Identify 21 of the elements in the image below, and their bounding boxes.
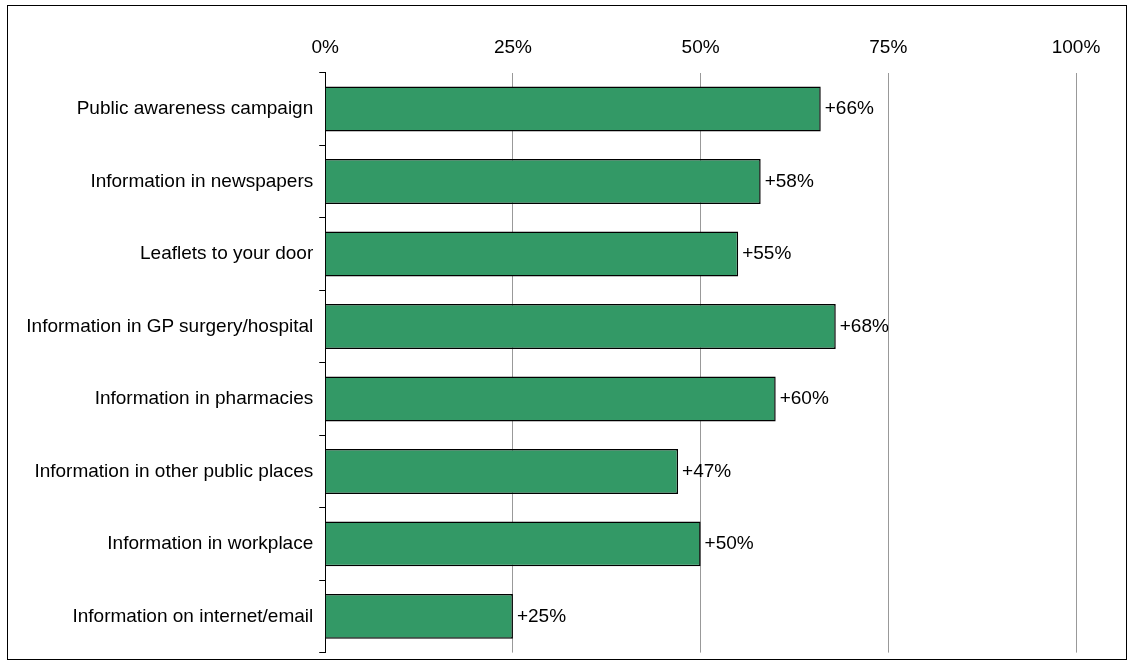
y-tick-label: Information in newspapers <box>90 169 314 191</box>
data-label: +50% <box>704 532 754 554</box>
y-tick-label: Information in GP surgery/hospital <box>26 314 314 336</box>
data-label: +25% <box>516 604 567 626</box>
data-label: +47% <box>682 459 732 481</box>
x-tick-label: 50% <box>681 35 720 57</box>
y-tick-label: Public awareness campaign <box>76 97 314 119</box>
data-label: +66% <box>824 97 874 119</box>
x-tick-label: 100% <box>1051 35 1101 57</box>
data-label: +55% <box>742 242 792 264</box>
y-tick-label: Information on internet/email <box>72 604 314 626</box>
data-label: +60% <box>779 387 829 409</box>
y-tick-label: Information in other public places <box>34 459 314 481</box>
x-tick-label: 0% <box>311 35 340 57</box>
y-tick-label: Leaflets to your door <box>140 242 314 264</box>
x-tick-label: 25% <box>493 35 533 57</box>
x-tick-label: 75% <box>869 35 908 57</box>
data-label: +58% <box>764 169 814 191</box>
y-tick-label: Information in workplace <box>107 532 314 554</box>
y-tick-label: Information in pharmacies <box>94 387 314 409</box>
data-label: +68% <box>839 314 889 336</box>
